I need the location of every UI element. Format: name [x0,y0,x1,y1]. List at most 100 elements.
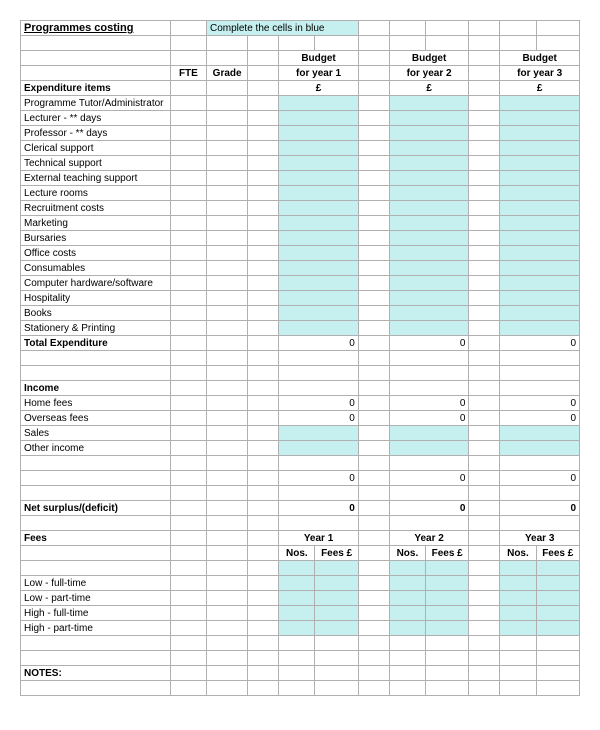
input-cell[interactable] [389,306,469,321]
input-cell[interactable] [389,576,425,591]
input-cell[interactable] [279,291,359,306]
input-cell[interactable] [279,186,359,201]
input-cell[interactable] [500,96,580,111]
input-cell[interactable] [500,276,580,291]
input-cell[interactable] [536,621,579,636]
exp-item: Lecture rooms [21,186,171,201]
input-cell[interactable] [279,96,359,111]
input-cell[interactable] [389,186,469,201]
input-cell[interactable] [500,576,536,591]
input-cell[interactable] [500,156,580,171]
input-cell[interactable] [500,231,580,246]
input-cell[interactable] [279,216,359,231]
input-cell[interactable] [389,231,469,246]
input-cell[interactable] [315,576,358,591]
input-cell[interactable] [389,291,469,306]
value-cell: 0 [279,411,359,426]
input-cell[interactable] [279,231,359,246]
input-cell[interactable] [536,561,579,576]
input-cell[interactable] [500,321,580,336]
input-cell[interactable] [500,186,580,201]
input-cell[interactable] [389,141,469,156]
year3-header: for year 3 [500,66,580,81]
input-cell[interactable] [279,126,359,141]
input-cell[interactable] [389,591,425,606]
input-cell[interactable] [389,426,469,441]
input-cell[interactable] [389,201,469,216]
input-cell[interactable] [500,261,580,276]
input-cell[interactable] [389,561,425,576]
input-cell[interactable] [389,246,469,261]
input-cell[interactable] [536,606,579,621]
input-cell[interactable] [389,441,469,456]
input-cell[interactable] [389,216,469,231]
input-cell[interactable] [279,561,315,576]
input-cell[interactable] [500,216,580,231]
input-cell[interactable] [279,261,359,276]
input-cell[interactable] [279,591,315,606]
input-cell[interactable] [389,621,425,636]
input-cell[interactable] [279,201,359,216]
total-y1: 0 [279,336,359,351]
input-cell[interactable] [279,621,315,636]
input-cell[interactable] [279,141,359,156]
input-cell[interactable] [279,111,359,126]
fee-row: Low - full-time [21,576,171,591]
input-cell[interactable] [536,576,579,591]
input-cell[interactable] [279,246,359,261]
input-cell[interactable] [389,321,469,336]
input-cell[interactable] [425,561,468,576]
input-cell[interactable] [500,441,580,456]
input-cell[interactable] [500,426,580,441]
input-cell[interactable] [500,126,580,141]
input-cell[interactable] [389,261,469,276]
input-cell[interactable] [500,606,536,621]
input-cell[interactable] [389,96,469,111]
value-cell: 0 [279,396,359,411]
table-row: Books [21,306,580,321]
input-cell[interactable] [500,201,580,216]
input-cell[interactable] [389,126,469,141]
input-cell[interactable] [315,591,358,606]
input-cell[interactable] [425,576,468,591]
input-cell[interactable] [279,156,359,171]
input-cell[interactable] [315,606,358,621]
input-cell[interactable] [279,576,315,591]
instruction-text: Complete the cells in blue [206,21,358,36]
input-cell[interactable] [500,111,580,126]
input-cell[interactable] [389,276,469,291]
input-cell[interactable] [500,306,580,321]
input-cell[interactable] [279,171,359,186]
input-cell[interactable] [500,246,580,261]
input-cell[interactable] [279,606,315,621]
input-cell[interactable] [279,276,359,291]
fees-year-3: Year 3 [500,531,580,546]
input-cell[interactable] [389,111,469,126]
input-cell[interactable] [389,606,425,621]
input-cell[interactable] [500,171,580,186]
input-cell[interactable] [425,591,468,606]
input-cell[interactable] [279,321,359,336]
input-cell[interactable] [500,621,536,636]
input-cell[interactable] [279,441,359,456]
input-cell[interactable] [425,606,468,621]
net-y2: 0 [389,501,469,516]
nos-header: Nos. [389,546,425,561]
input-cell[interactable] [389,156,469,171]
input-cell[interactable] [279,306,359,321]
budget-header-2: Budget [389,51,469,66]
input-cell[interactable] [389,171,469,186]
exp-item: Consumables [21,261,171,276]
input-cell[interactable] [425,621,468,636]
input-cell[interactable] [536,591,579,606]
input-cell[interactable] [500,561,536,576]
net-y3: 0 [500,501,580,516]
input-cell[interactable] [315,621,358,636]
table-row: Overseas fees000 [21,411,580,426]
input-cell[interactable] [279,426,359,441]
input-cell[interactable] [500,591,536,606]
income-item: Overseas fees [21,411,171,426]
input-cell[interactable] [500,141,580,156]
input-cell[interactable] [500,291,580,306]
input-cell[interactable] [315,561,358,576]
